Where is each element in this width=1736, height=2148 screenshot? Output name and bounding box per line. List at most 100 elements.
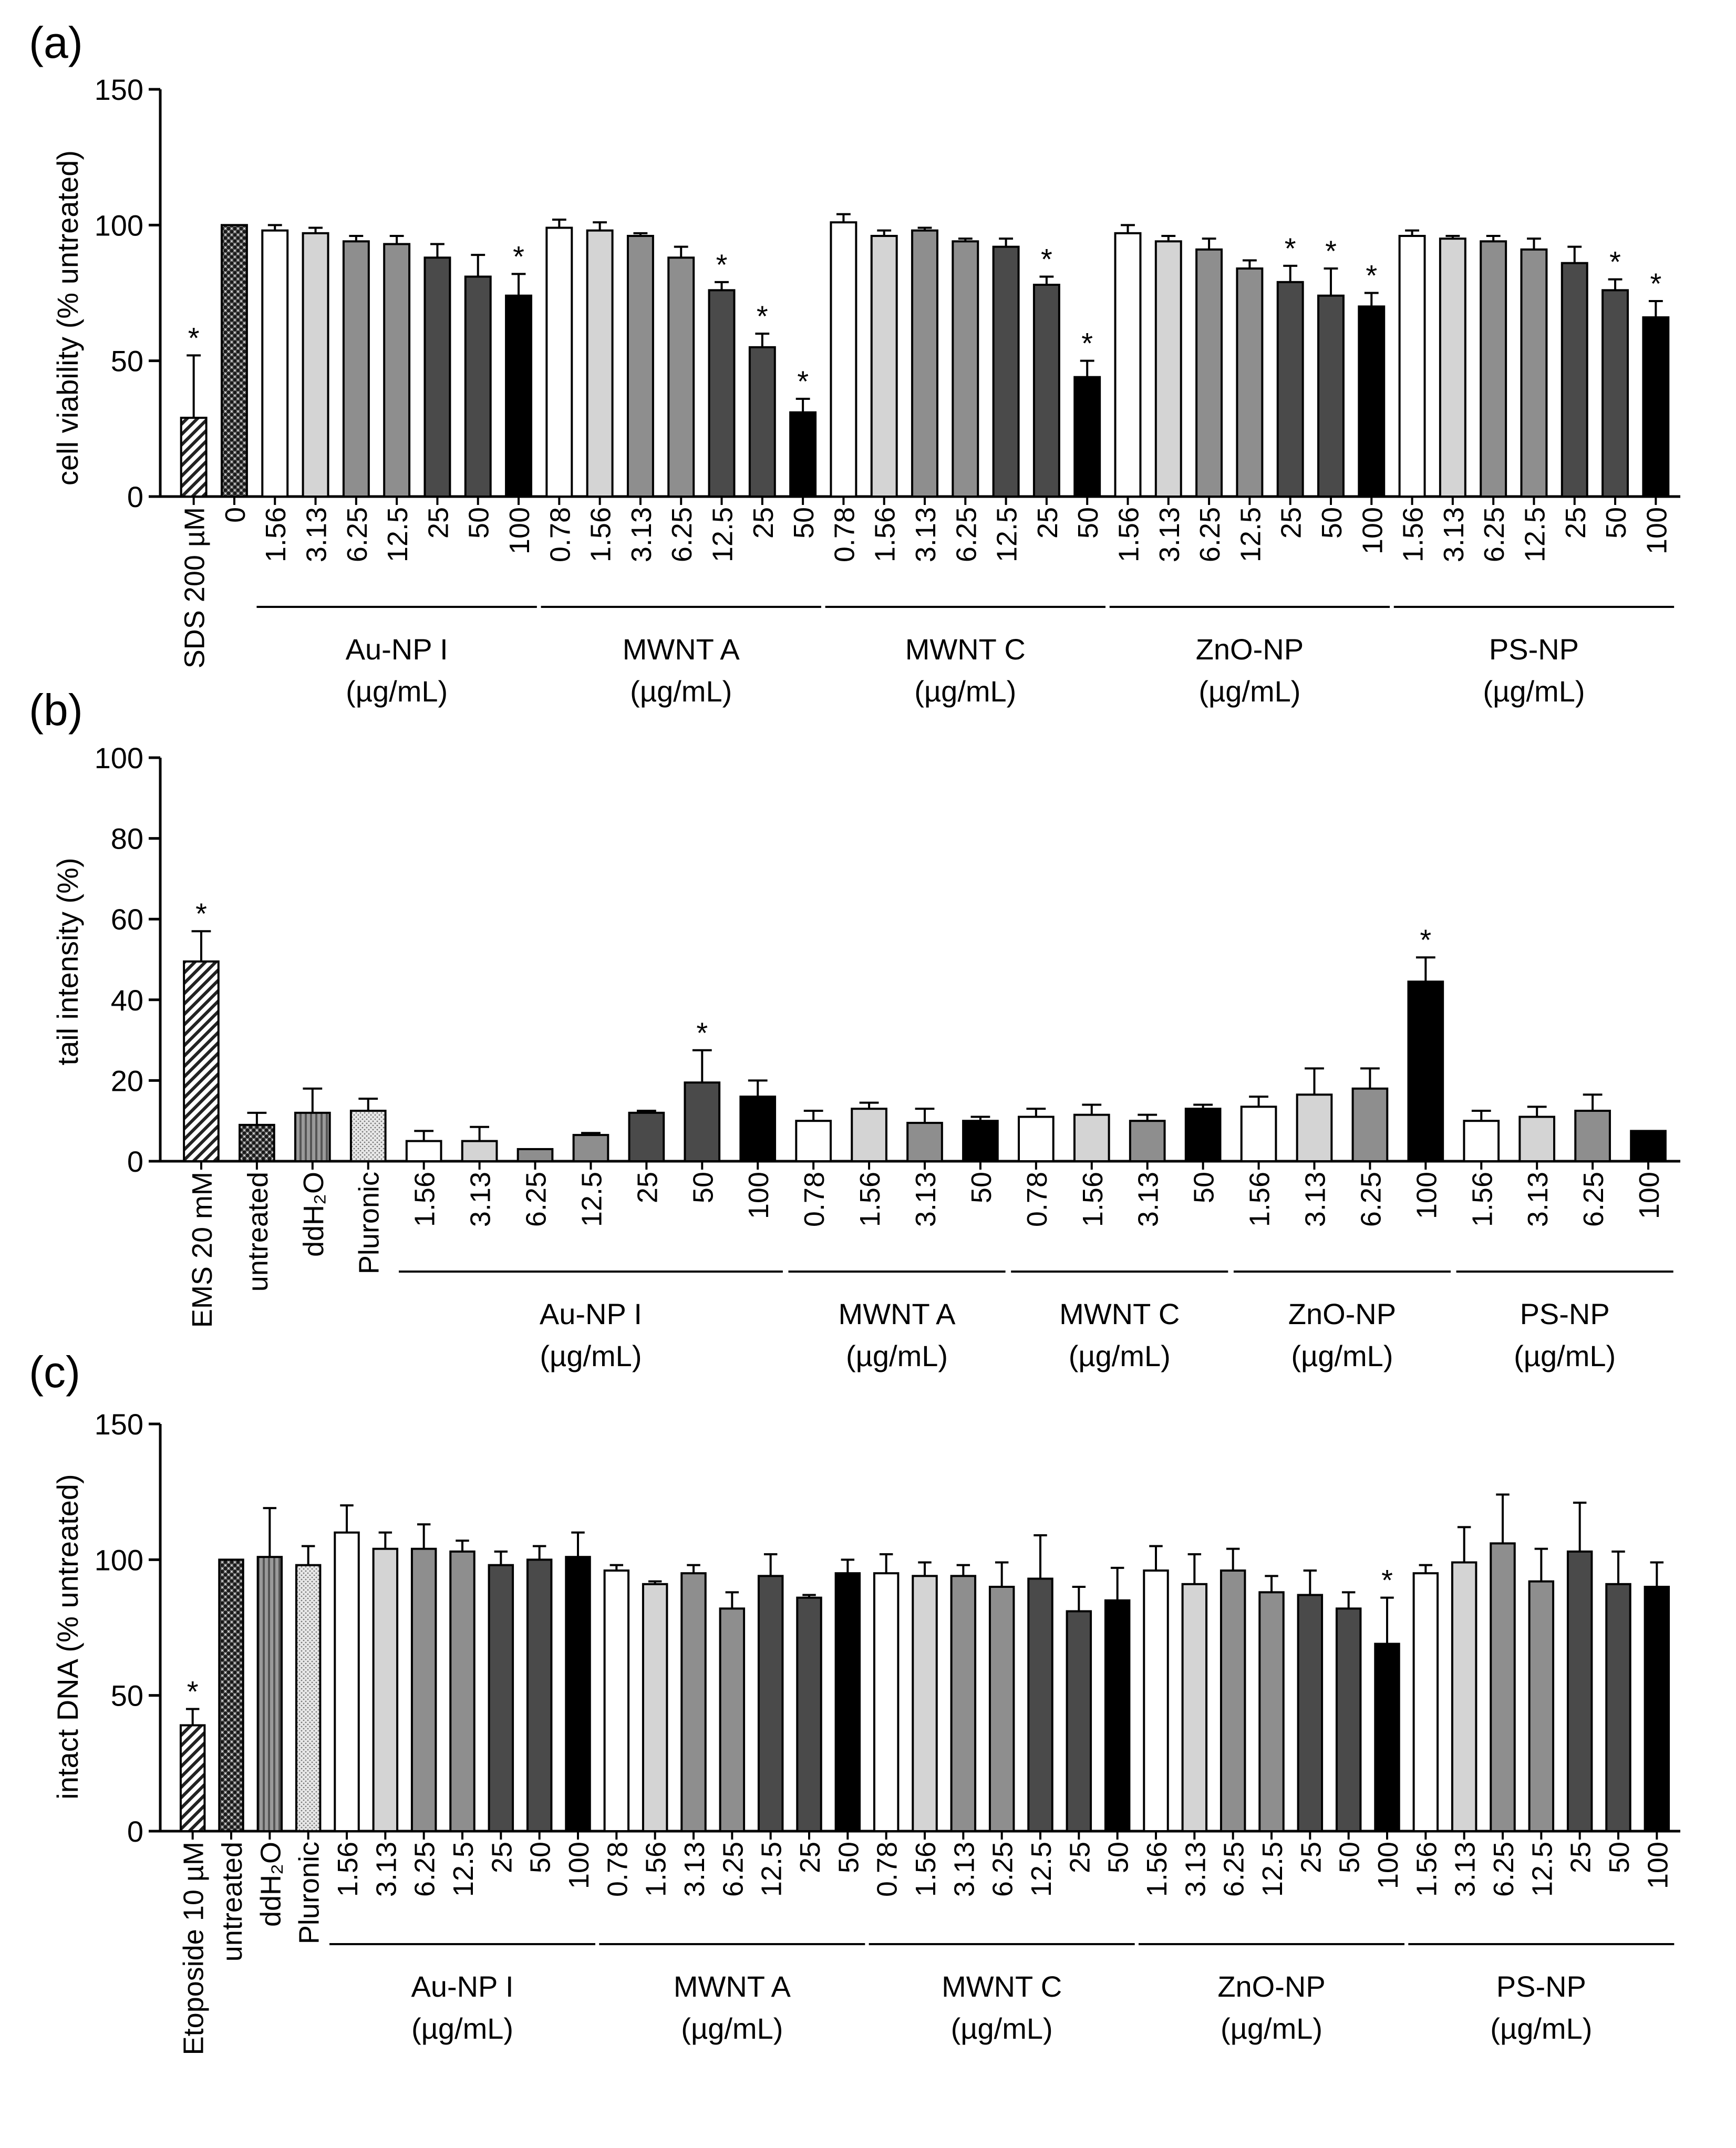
- bar: [1630, 1130, 1667, 1162]
- x-tick-label: 1.56: [260, 507, 292, 562]
- x-tick-label: 25: [1064, 1842, 1096, 1873]
- bar: [1240, 1106, 1277, 1163]
- x-tick-label: 100: [504, 507, 535, 554]
- group-unit: (µg/mL): [681, 2012, 783, 2045]
- panel-c-letter: (c): [29, 1347, 80, 1397]
- x-tick-label: 0.78: [544, 507, 576, 562]
- significance-star: *: [716, 248, 728, 281]
- x-tick-label: Etoposide 10 µM: [178, 1842, 210, 2055]
- x-tick-label: 3.13: [1133, 1172, 1164, 1227]
- group-label: PS-NP: [1489, 633, 1579, 666]
- x-tick-label: 3.13: [1180, 1842, 1211, 1897]
- significance-star: *: [1650, 267, 1661, 300]
- group-label: PS-NP: [1520, 1297, 1610, 1330]
- bar: [873, 1572, 900, 1833]
- x-tick-label: 3.13: [1450, 1842, 1481, 1897]
- bar: [334, 1531, 360, 1833]
- x-tick-label: Pluronic: [354, 1172, 385, 1274]
- x-tick-label: 3.13: [1438, 507, 1470, 562]
- bar: [488, 1564, 514, 1833]
- bar: [1073, 1113, 1110, 1162]
- bar: [302, 232, 329, 498]
- bar: [1018, 1116, 1055, 1163]
- x-tick-label: 6.25: [409, 1842, 441, 1897]
- x-tick-label: 25: [632, 1172, 663, 1203]
- x-tick-label: 25: [1560, 507, 1592, 539]
- x-tick-label: 50: [966, 1172, 997, 1203]
- bar: [950, 1575, 977, 1832]
- x-tick-label: 3.13: [1154, 507, 1185, 562]
- bar: [1398, 235, 1426, 498]
- bar: [1258, 1591, 1285, 1832]
- group-label: MWNT A: [839, 1297, 956, 1330]
- significance-star: *: [1325, 234, 1337, 267]
- x-tick-label: 6.25: [987, 1842, 1019, 1897]
- x-tick-label: 1.56: [1077, 1172, 1109, 1227]
- bar: [1296, 1093, 1333, 1163]
- bar: [962, 1120, 999, 1162]
- bar: [383, 243, 411, 498]
- x-tick-label: 25: [794, 1842, 826, 1873]
- y-tick-label: 0: [127, 480, 143, 513]
- x-tick-label: 6.25: [521, 1172, 552, 1227]
- bar: [261, 229, 289, 498]
- y-tick-label: 50: [111, 1679, 143, 1712]
- x-tick-label: 100: [1641, 507, 1672, 554]
- group-label: Au-NP I: [346, 633, 448, 666]
- bar: [239, 1123, 275, 1162]
- bar: [1195, 248, 1223, 498]
- y-tick-label: 40: [111, 984, 143, 1017]
- y-tick-label: 150: [95, 1408, 143, 1441]
- x-tick-label: 25: [1276, 507, 1307, 539]
- panel-b: (b) tail intensity (%) 0 20 40 60 80 100 * EMS …: [29, 685, 1680, 1372]
- bar: [1412, 1572, 1439, 1833]
- x-tick-label: 3.13: [1522, 1172, 1554, 1227]
- significance-star: *: [1285, 232, 1296, 265]
- bar: [295, 1564, 322, 1833]
- x-tick-label: 1.56: [1466, 1172, 1498, 1227]
- bar: [795, 1120, 832, 1162]
- x-tick-label: 50: [1103, 1842, 1134, 1873]
- bar: [1129, 1120, 1166, 1162]
- bar: [1154, 240, 1182, 498]
- x-tick-label: 1.56: [1141, 1842, 1173, 1897]
- panel-a-ylabel: cell viability (% untreated): [51, 150, 84, 486]
- x-tick-label: untreated: [242, 1172, 274, 1292]
- significance-star: *: [187, 1675, 199, 1708]
- bar: [183, 960, 220, 1162]
- x-tick-label: 25: [1295, 1842, 1327, 1873]
- x-tick-label: 3.13: [370, 1842, 402, 1897]
- x-tick-label: 1.56: [409, 1172, 441, 1227]
- x-tick-label: EMS 20 mM: [187, 1172, 218, 1328]
- bar: [423, 256, 451, 498]
- y-tick-label: 150: [95, 73, 143, 106]
- x-tick-label: 0.78: [872, 1842, 903, 1897]
- bar: [545, 226, 573, 498]
- x-tick-label: 50: [833, 1842, 864, 1873]
- group-label: ZnO-NP: [1196, 633, 1304, 666]
- x-tick-label: 1.56: [1244, 1172, 1276, 1227]
- x-tick-label: 50: [788, 507, 820, 539]
- x-tick-label: 50: [463, 507, 495, 539]
- bar: [667, 256, 695, 498]
- bar: [565, 1556, 591, 1833]
- x-tick-label: 6.25: [1578, 1172, 1609, 1227]
- x-tick-label: 3.13: [910, 1172, 942, 1227]
- y-tick-label: 100: [95, 1543, 143, 1576]
- bar: [1358, 305, 1386, 498]
- significance-star: *: [757, 300, 768, 333]
- significance-star: *: [513, 240, 524, 273]
- bar: [1114, 232, 1142, 498]
- bar: [516, 1148, 554, 1162]
- group-unit: (µg/mL): [846, 1339, 948, 1372]
- group-label: PS-NP: [1496, 1970, 1586, 2003]
- bar: [719, 1607, 746, 1832]
- bar: [911, 229, 938, 498]
- bar: [1335, 1607, 1362, 1832]
- x-tick-label: 50: [1600, 507, 1632, 539]
- group-unit: (µg/mL): [540, 1339, 642, 1372]
- bar: [505, 294, 532, 498]
- bar: [906, 1122, 943, 1163]
- bar: [1642, 316, 1670, 498]
